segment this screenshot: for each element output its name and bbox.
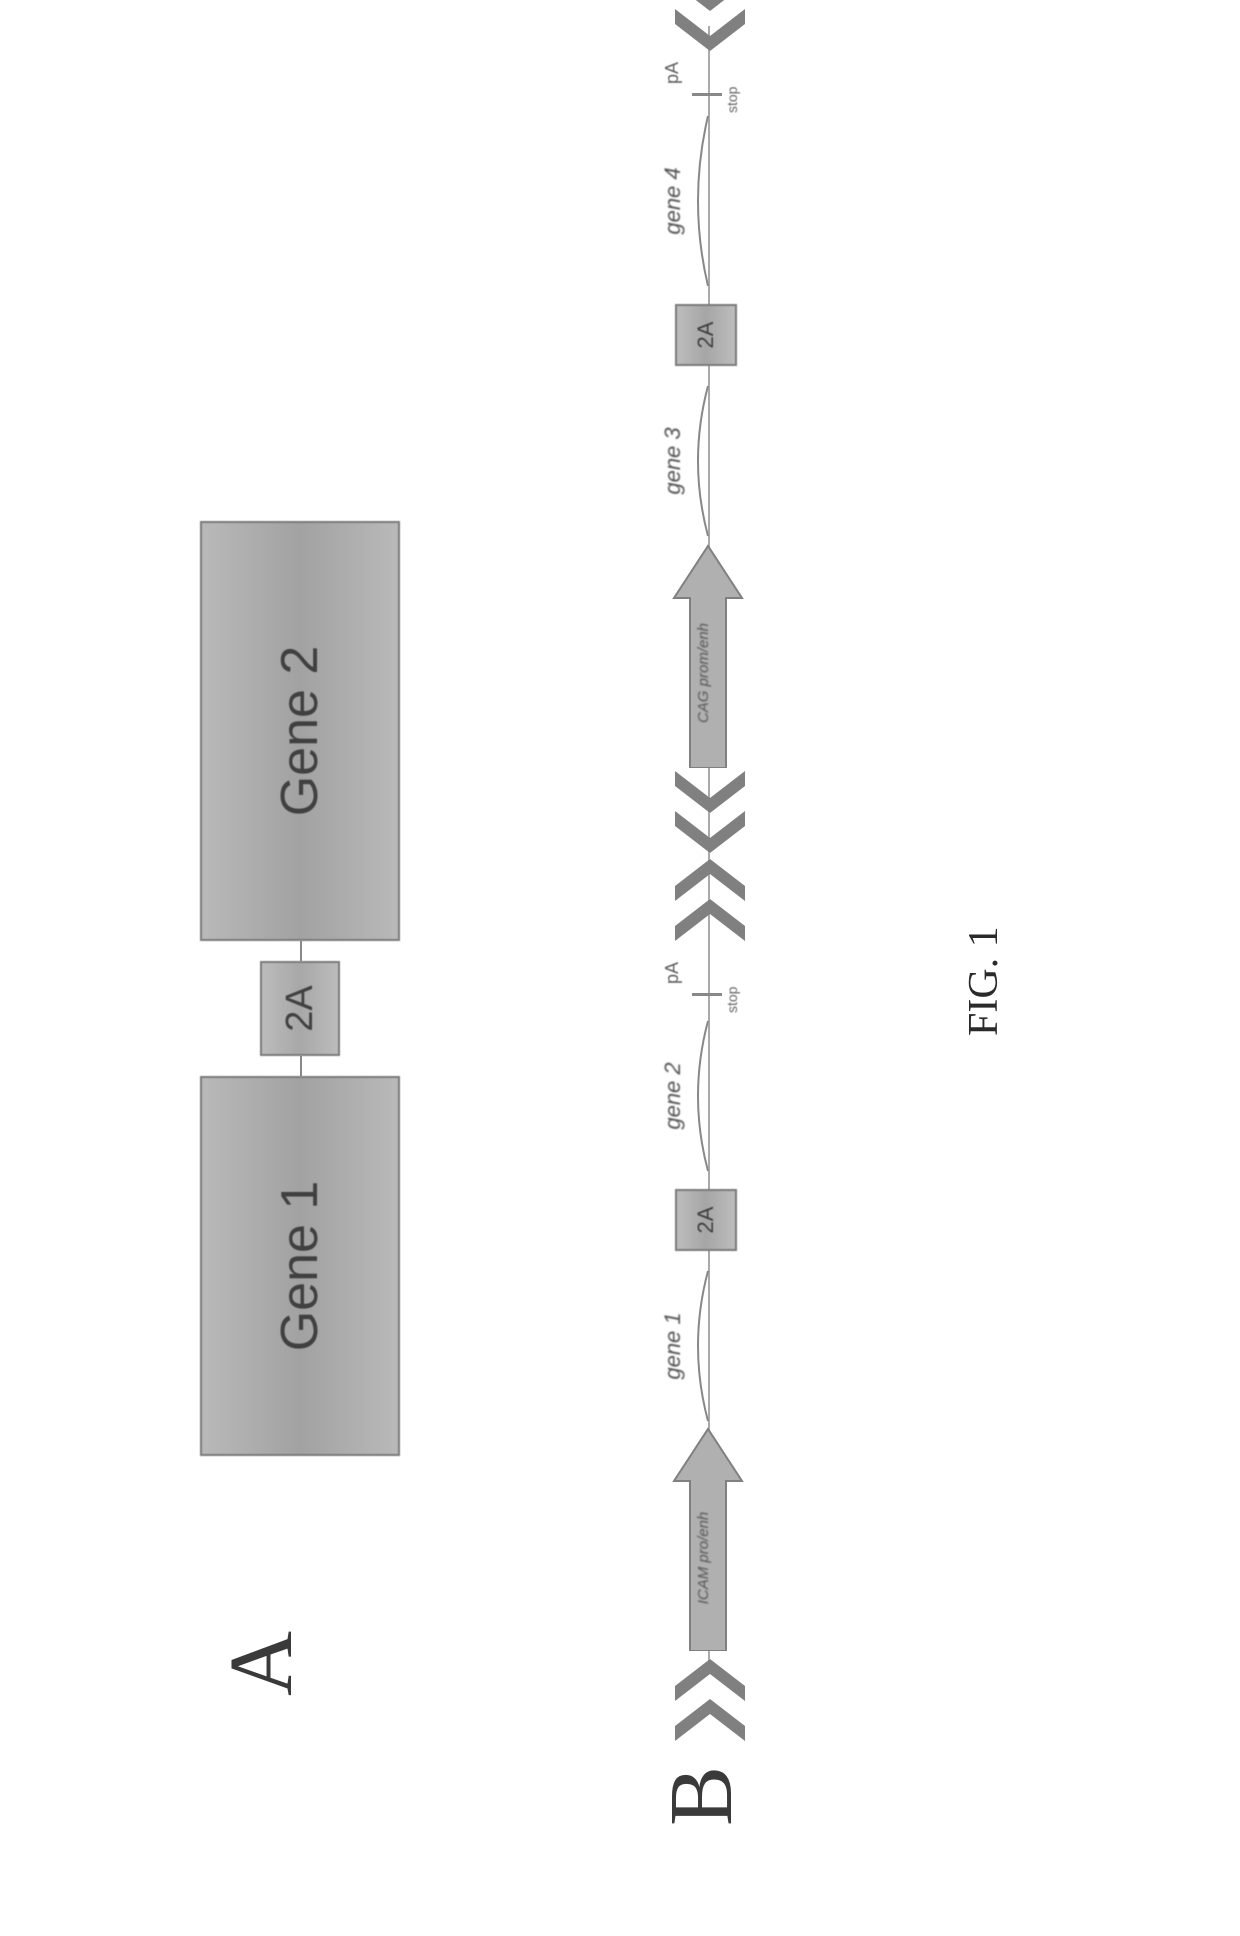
promoter1-label: ICAM pro/enh xyxy=(688,1478,718,1638)
linker-2a-box: 2A xyxy=(260,961,340,1056)
linker-line xyxy=(300,1056,302,1076)
linker-line xyxy=(300,941,302,961)
stop2-label: stop xyxy=(724,87,740,113)
gene3-arc xyxy=(693,381,723,541)
insulator-chevrons-mid-left xyxy=(670,763,750,858)
insulator-chevrons-right xyxy=(670,0,750,56)
stop1-bar xyxy=(692,993,722,996)
gene2-label: gene 2 xyxy=(660,1041,686,1151)
gene1-label: gene 1 xyxy=(660,1291,686,1401)
promoter2-label: CAG prom/enh xyxy=(688,588,718,758)
gene2-arc xyxy=(693,1016,723,1176)
pa1-label: pA xyxy=(662,962,683,984)
gene2-box: Gene 2 xyxy=(200,521,400,941)
stop1-label: stop xyxy=(724,987,740,1013)
panel-a: Gene 1 2A Gene 2 xyxy=(200,496,460,1456)
figure-label: FIG. 1 xyxy=(960,926,1008,1036)
panel-a-label: A xyxy=(210,1631,313,1696)
gene4-label: gene 4 xyxy=(660,146,686,256)
stop2-bar xyxy=(692,93,722,96)
linker1-box: 2A xyxy=(675,1189,737,1251)
gene4-arc xyxy=(693,111,723,291)
gene1-box: Gene 1 xyxy=(200,1076,400,1456)
rotated-canvas: A Gene 1 2A Gene 2 B ICAM pro/enh gene 1… xyxy=(0,0,1240,1936)
gene1-arc xyxy=(693,1266,723,1426)
gene3-label: gene 3 xyxy=(660,406,686,516)
insulator-chevrons-mid-right xyxy=(670,851,750,946)
pa2-label: pA xyxy=(662,62,683,84)
insulator-chevrons-left xyxy=(670,1651,750,1746)
panel-b-label: B xyxy=(650,1766,753,1826)
linker2-box: 2A xyxy=(675,304,737,366)
panel-b: ICAM pro/enh gene 1 2A gene 2 stop pA xyxy=(620,96,840,1736)
